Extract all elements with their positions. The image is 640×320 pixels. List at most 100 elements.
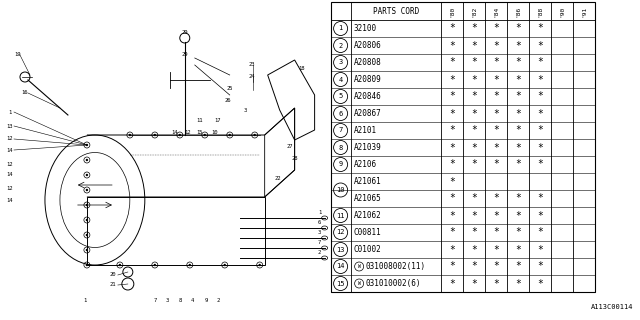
Text: 2: 2	[216, 298, 220, 302]
Text: '90: '90	[559, 5, 564, 17]
Text: *: *	[493, 41, 499, 51]
Text: 11: 11	[196, 117, 203, 123]
Text: 15: 15	[337, 281, 345, 286]
Text: *: *	[449, 194, 454, 204]
Text: C00811: C00811	[354, 228, 381, 237]
Text: A21065: A21065	[354, 194, 381, 203]
Text: 20: 20	[109, 273, 116, 277]
Text: *: *	[493, 58, 499, 68]
Text: *: *	[449, 261, 454, 271]
Text: *: *	[537, 108, 543, 118]
Text: '84: '84	[493, 5, 499, 17]
Text: *: *	[449, 23, 454, 34]
Text: 12: 12	[184, 130, 191, 134]
Text: *: *	[471, 23, 477, 34]
Text: *: *	[449, 228, 454, 237]
Circle shape	[86, 249, 88, 251]
Text: *: *	[515, 194, 521, 204]
Text: *: *	[537, 159, 543, 170]
Text: 23: 23	[248, 62, 255, 68]
Circle shape	[204, 134, 206, 136]
Circle shape	[86, 219, 88, 221]
Text: 14: 14	[172, 130, 178, 134]
Text: PARTS CORD: PARTS CORD	[372, 6, 419, 15]
Text: A20846: A20846	[354, 92, 381, 101]
Text: A2101: A2101	[354, 126, 377, 135]
Text: 14: 14	[337, 263, 345, 269]
Text: 19: 19	[15, 52, 21, 58]
Text: 4: 4	[339, 76, 343, 83]
Text: *: *	[449, 244, 454, 254]
Bar	[331, 2, 595, 292]
Circle shape	[228, 134, 231, 136]
Text: 29: 29	[182, 29, 188, 35]
Text: *: *	[471, 92, 477, 101]
Text: *: *	[471, 261, 477, 271]
Text: 2: 2	[339, 43, 343, 49]
Text: *: *	[493, 125, 499, 135]
Text: 9: 9	[339, 162, 343, 167]
Text: *: *	[515, 159, 521, 170]
Text: 3: 3	[244, 108, 247, 113]
Text: 7: 7	[339, 127, 343, 133]
Text: 3: 3	[165, 298, 168, 302]
Text: A20809: A20809	[354, 75, 381, 84]
Text: *: *	[449, 211, 454, 220]
Text: *: *	[493, 75, 499, 84]
Text: *: *	[537, 278, 543, 289]
Text: *: *	[537, 228, 543, 237]
Text: 4: 4	[191, 298, 195, 302]
Text: *: *	[515, 261, 521, 271]
Text: *: *	[515, 75, 521, 84]
Text: 18: 18	[298, 66, 305, 70]
Text: *: *	[515, 108, 521, 118]
Text: 27: 27	[286, 145, 293, 149]
Text: *: *	[537, 194, 543, 204]
Circle shape	[86, 144, 88, 146]
Text: *: *	[493, 159, 499, 170]
Text: *: *	[493, 194, 499, 204]
Circle shape	[86, 264, 88, 266]
Text: 14: 14	[7, 148, 13, 153]
Text: 3: 3	[339, 60, 343, 66]
Text: *: *	[493, 108, 499, 118]
Text: 25: 25	[227, 85, 233, 91]
Text: *: *	[493, 92, 499, 101]
Text: *: *	[471, 108, 477, 118]
Text: '88: '88	[538, 5, 542, 17]
Circle shape	[86, 189, 88, 191]
Circle shape	[223, 264, 226, 266]
Text: *: *	[493, 261, 499, 271]
Text: 28: 28	[291, 156, 298, 161]
Text: *: *	[471, 278, 477, 289]
Text: *: *	[515, 211, 521, 220]
Text: A21039: A21039	[354, 143, 381, 152]
Text: *: *	[537, 58, 543, 68]
Text: 6: 6	[318, 220, 321, 226]
Text: *: *	[471, 244, 477, 254]
Text: 031010002(6): 031010002(6)	[365, 279, 421, 288]
Text: 21: 21	[109, 283, 116, 287]
Text: A21061: A21061	[354, 177, 381, 186]
Text: *: *	[471, 159, 477, 170]
Text: '80: '80	[449, 5, 454, 17]
Text: 29: 29	[182, 52, 188, 58]
Text: 7: 7	[153, 298, 156, 302]
Text: 16: 16	[22, 91, 28, 95]
Circle shape	[154, 264, 156, 266]
Text: *: *	[449, 41, 454, 51]
Text: 031008002(11): 031008002(11)	[365, 262, 426, 271]
Text: *: *	[515, 23, 521, 34]
Text: *: *	[471, 142, 477, 153]
Text: 22: 22	[275, 175, 281, 180]
Text: 2: 2	[318, 251, 321, 255]
Circle shape	[154, 134, 156, 136]
Text: W: W	[358, 264, 360, 269]
Text: 7: 7	[318, 241, 321, 245]
Circle shape	[86, 174, 88, 176]
Text: '91: '91	[581, 5, 586, 17]
Text: 13: 13	[337, 246, 345, 252]
Text: A113C00114: A113C00114	[591, 304, 634, 310]
Text: *: *	[449, 142, 454, 153]
Text: 10: 10	[211, 130, 218, 134]
